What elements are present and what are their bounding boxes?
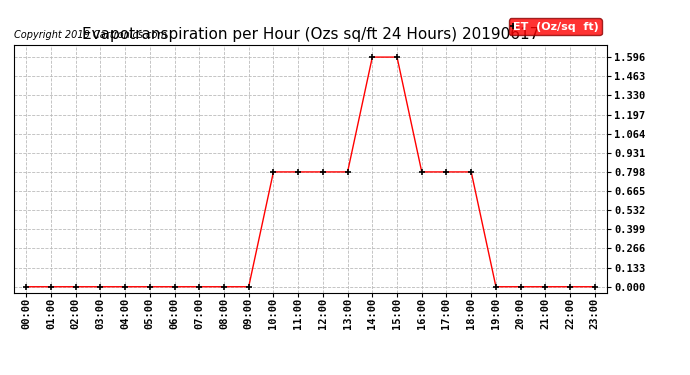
ET  (Oz/sq  ft) bbox=[22, 285, 30, 289]
ET  (Oz/sq  ft) bbox=[319, 170, 327, 174]
ET  (Oz/sq  ft) bbox=[566, 285, 574, 289]
ET  (Oz/sq  ft) bbox=[492, 285, 500, 289]
ET  (Oz/sq  ft) bbox=[244, 285, 253, 289]
ET  (Oz/sq  ft) bbox=[269, 170, 277, 174]
ET  (Oz/sq  ft) bbox=[393, 55, 401, 59]
ET  (Oz/sq  ft) bbox=[146, 285, 154, 289]
ET  (Oz/sq  ft) bbox=[170, 285, 179, 289]
ET  (Oz/sq  ft) bbox=[96, 285, 104, 289]
ET  (Oz/sq  ft) bbox=[47, 285, 55, 289]
ET  (Oz/sq  ft) bbox=[467, 170, 475, 174]
ET  (Oz/sq  ft) bbox=[517, 285, 525, 289]
ET  (Oz/sq  ft) bbox=[72, 285, 80, 289]
ET  (Oz/sq  ft) bbox=[121, 285, 129, 289]
ET  (Oz/sq  ft) bbox=[417, 170, 426, 174]
ET  (Oz/sq  ft) bbox=[220, 285, 228, 289]
ET  (Oz/sq  ft) bbox=[195, 285, 204, 289]
ET  (Oz/sq  ft) bbox=[344, 170, 352, 174]
Title: Evapotranspiration per Hour (Ozs sq/ft 24 Hours) 20190617: Evapotranspiration per Hour (Ozs sq/ft 2… bbox=[82, 27, 539, 42]
ET  (Oz/sq  ft) bbox=[541, 285, 549, 289]
Text: Copyright 2019 Cartronics.com: Copyright 2019 Cartronics.com bbox=[14, 30, 167, 40]
ET  (Oz/sq  ft) bbox=[294, 170, 302, 174]
ET  (Oz/sq  ft) bbox=[368, 55, 377, 59]
Line: ET  (Oz/sq  ft): ET (Oz/sq ft) bbox=[23, 54, 598, 290]
ET  (Oz/sq  ft) bbox=[442, 170, 451, 174]
Legend: ET  (Oz/sq  ft): ET (Oz/sq ft) bbox=[509, 18, 602, 35]
ET  (Oz/sq  ft) bbox=[591, 285, 599, 289]
